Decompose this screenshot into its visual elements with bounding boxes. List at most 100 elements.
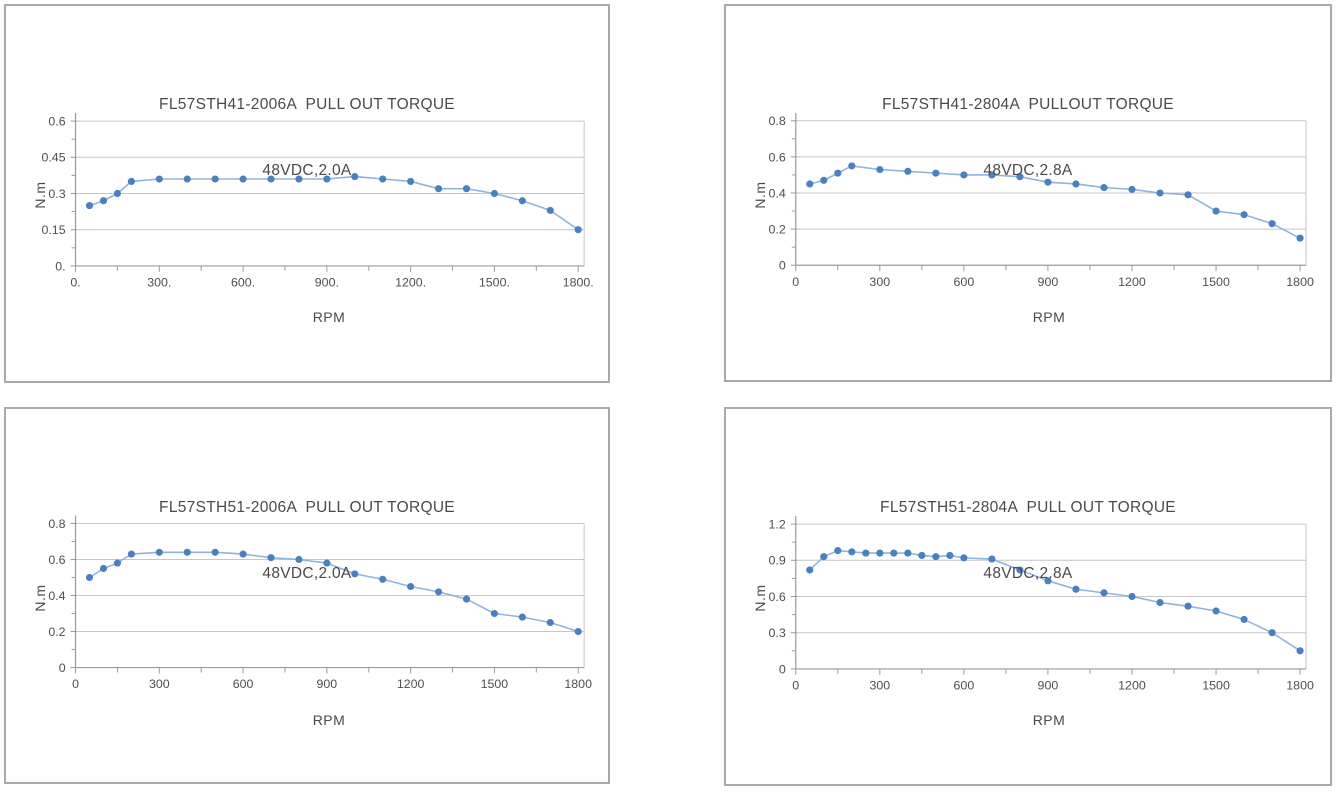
y-tick-label: 0.2	[768, 223, 785, 237]
data-point	[546, 206, 554, 214]
chart-title-line1: FL57STH51-2804A PULL OUT TORQUE	[880, 499, 1176, 516]
y-tick-label: 0.2	[48, 625, 65, 639]
data-point	[85, 573, 94, 582]
x-tick-label: 300	[869, 275, 890, 289]
data-point	[1184, 191, 1192, 199]
data-point	[183, 548, 191, 556]
data-point	[1156, 189, 1164, 197]
y-tick-label: 1.2	[769, 518, 786, 532]
x-tick-label: 900	[1038, 679, 1059, 693]
chart-panel-fl57sth51-2006a: FL57STH51-2006A PULL OUT TORQUE 48VDC,2.…	[4, 407, 610, 784]
x-tick-label: 1200	[1118, 275, 1146, 289]
data-point	[462, 595, 471, 603]
data-point	[85, 201, 94, 210]
data-point	[1240, 615, 1248, 624]
y-tick-label: 0	[779, 259, 786, 273]
data-point	[806, 566, 814, 574]
y-tick-label: 0.45	[41, 151, 65, 165]
data-point	[295, 175, 303, 183]
data-point	[904, 167, 912, 175]
data-point	[351, 173, 359, 181]
torque-curve-plot: 0 0.3 0.6 0.9 1.2 0 300 600 900 1200 1500 1800	[769, 516, 1314, 693]
data-point	[904, 549, 912, 557]
data-point	[407, 177, 415, 186]
data-point	[834, 169, 842, 177]
data-point	[434, 588, 443, 596]
data-point	[1044, 178, 1052, 186]
data-point	[806, 180, 814, 188]
data-point	[127, 177, 135, 186]
data-point	[1296, 234, 1304, 242]
x-tick-label: 0	[792, 679, 799, 693]
chart-title-line2: 48VDC,2.8A	[983, 565, 1073, 582]
x-axis-title: RPM	[1032, 712, 1066, 728]
data-point	[351, 570, 359, 578]
data-point	[820, 553, 828, 561]
data-point	[574, 627, 582, 636]
x-axis-title: RPM	[312, 309, 346, 325]
x-tick-label: 600	[953, 275, 974, 289]
data-point	[960, 554, 968, 562]
series-line	[809, 165, 1301, 239]
data-point	[1016, 173, 1024, 181]
data-point	[1212, 207, 1220, 215]
data-point	[183, 175, 191, 183]
data-point	[1268, 629, 1276, 637]
x-tick-label: 1200	[397, 677, 425, 691]
data-point	[1072, 585, 1080, 593]
y-tick-label: 0.6	[48, 553, 65, 567]
y-tick-label: 0.4	[48, 589, 65, 603]
chart-title: FL57STH51-2804A PULL OUT TORQUE 48VDC,2.…	[726, 453, 1330, 629]
data-point	[1184, 602, 1192, 610]
y-axis-title: N.m	[32, 584, 48, 612]
data-point	[834, 547, 842, 555]
x-tick-label: 1500	[481, 677, 509, 691]
x-tick-label: 300	[869, 679, 890, 693]
data-point	[988, 555, 996, 563]
y-tick-label: 0.	[55, 259, 65, 273]
data-point	[462, 185, 471, 193]
data-point	[960, 171, 968, 179]
x-axis-title: RPM	[312, 712, 346, 728]
x-tick-label: 600	[954, 679, 975, 693]
data-point	[127, 550, 135, 558]
x-tick-label: 1800	[564, 677, 592, 691]
data-point	[490, 189, 498, 198]
data-point	[932, 553, 940, 561]
chart-panel-fl57sth41-2804a: FL57STH41-2804A PULLOUT TORQUE 48VDC,2.8…	[724, 4, 1332, 382]
y-tick-label: 0	[779, 662, 786, 676]
y-tick-label: 0.15	[41, 223, 65, 237]
data-point	[155, 175, 163, 183]
x-tick-label: 1500	[1202, 679, 1230, 693]
data-point	[1128, 185, 1136, 193]
data-point	[1212, 607, 1220, 615]
chart-title-line1: FL57STH41-2006A PULL OUT TORQUE	[159, 96, 455, 113]
chart-title: FL57STH41-2006A PULL OUT TORQUE 48VDC,2.…	[6, 50, 608, 226]
data-point	[848, 162, 856, 170]
data-point	[820, 176, 828, 184]
chart-panel-fl57sth51-2804a: FL57STH51-2804A PULL OUT TORQUE 48VDC,2.…	[724, 407, 1332, 786]
data-point	[518, 613, 526, 621]
data-point	[99, 564, 108, 573]
data-point	[862, 549, 870, 557]
series-line	[89, 551, 579, 633]
chart-title-line1: FL57STH41-2804A PULLOUT TORQUE	[882, 96, 1174, 113]
x-tick-label: 900	[1038, 275, 1059, 289]
torque-curve-plot: 0 0.2 0.4 0.6 0.8 0 300 600 900 1200 1500 1800	[768, 112, 1314, 289]
x-axis-title: RPM	[1032, 309, 1066, 325]
data-point	[211, 548, 219, 556]
torque-curve-plot: 0 0.2 0.4 0.6 0.8 0 300 600 900 1200 1500 1800	[48, 515, 592, 691]
data-point	[323, 175, 331, 183]
data-point	[434, 185, 443, 193]
x-tick-label: 1800.	[563, 276, 594, 290]
x-tick-label: 900.	[315, 276, 339, 290]
data-point	[876, 165, 884, 174]
y-axis-title: N.m	[752, 584, 768, 612]
y-tick-label: 0.4	[768, 186, 785, 200]
x-tick-label: 1800	[1286, 275, 1314, 289]
x-tick-label: 0	[72, 677, 79, 691]
chart-title-line1: FL57STH51-2006A PULL OUT TORQUE	[159, 499, 455, 516]
data-point	[239, 175, 247, 183]
data-point	[574, 226, 582, 234]
data-point	[1156, 598, 1164, 607]
